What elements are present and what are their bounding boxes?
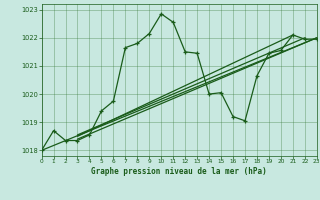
X-axis label: Graphe pression niveau de la mer (hPa): Graphe pression niveau de la mer (hPa) <box>91 167 267 176</box>
